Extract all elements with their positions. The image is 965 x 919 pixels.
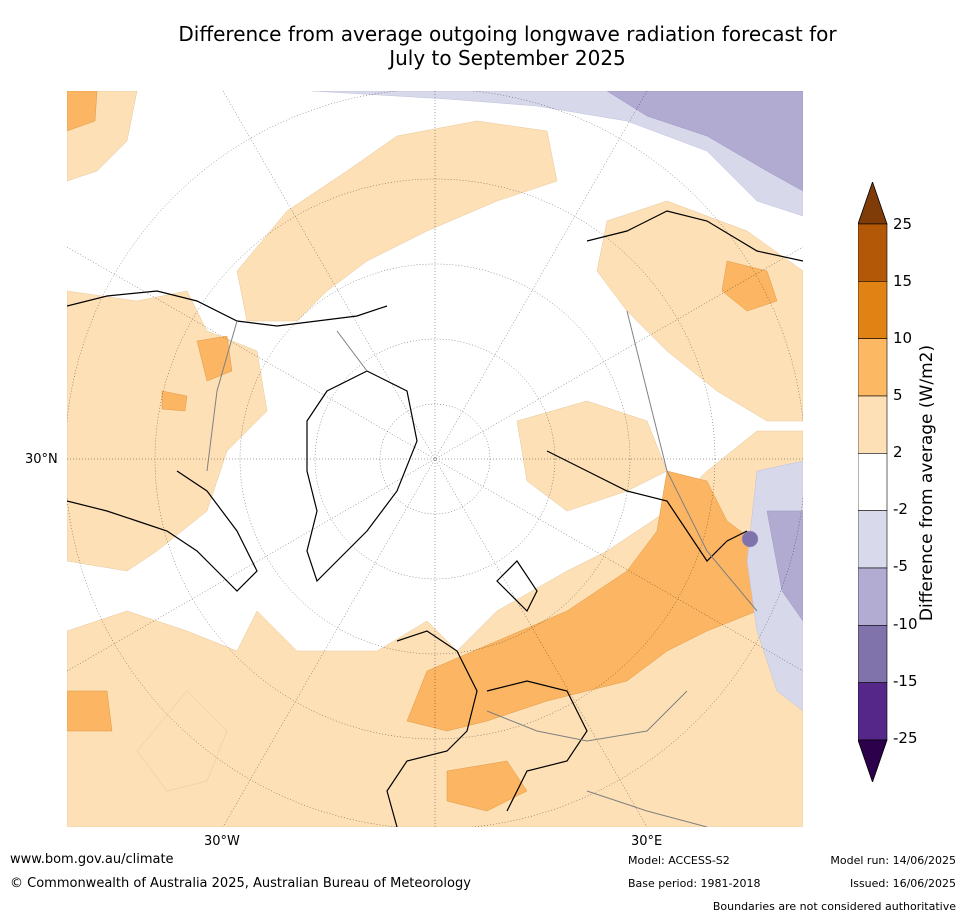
colorbar-segment bbox=[858, 567, 888, 626]
chart-title: Difference from average outgoing longwav… bbox=[0, 22, 965, 70]
colorbar-top-arrow bbox=[858, 182, 888, 225]
cbar-tick-25: 25 bbox=[893, 215, 913, 233]
footer-base-period: Base period: 1981-2018 bbox=[628, 877, 761, 890]
colorbar-bottom-arrow bbox=[858, 739, 888, 782]
cbar-tick-15: 15 bbox=[893, 272, 913, 290]
footer-disclaimer: Boundaries are not considered authoritat… bbox=[712, 900, 956, 913]
colorbar-segments bbox=[858, 223, 888, 741]
colorbar-segment bbox=[858, 395, 888, 454]
colorbar-segment bbox=[858, 281, 888, 339]
polar-map bbox=[67, 91, 803, 827]
colorbar-segment bbox=[858, 625, 888, 683]
cbar-tick-neg2: -2 bbox=[893, 500, 908, 518]
cbar-tick-2: 2 bbox=[893, 443, 903, 461]
colorbar-segment bbox=[858, 510, 888, 569]
cbar-tick-neg5: -5 bbox=[893, 557, 908, 575]
title-line-2: July to September 2025 bbox=[389, 46, 626, 70]
colorbar bbox=[858, 182, 888, 782]
colorbar-segment bbox=[858, 682, 888, 741]
anomaly-neg-5-10-regions bbox=[606, 91, 803, 622]
colorbar-label: Difference from average (W/m2) bbox=[917, 344, 937, 622]
cbar-tick-neg10: -10 bbox=[893, 615, 918, 633]
cbar-tick-neg25: -25 bbox=[893, 729, 918, 747]
footer-copyright: © Commonwealth of Australia 2025, Austra… bbox=[10, 876, 471, 891]
footer-model: Model: ACCESS-S2 bbox=[628, 854, 730, 867]
colorbar-segment bbox=[858, 223, 888, 282]
lon-label-30w: 30°W bbox=[204, 834, 240, 849]
lon-label-30e: 30°E bbox=[631, 834, 663, 849]
footer-url: www.bom.gov.au/climate bbox=[10, 852, 174, 867]
lat-label-30n: 30°N bbox=[25, 452, 58, 467]
anomaly-5-10-regions bbox=[67, 91, 778, 812]
title-line-1: Difference from average outgoing longwav… bbox=[178, 22, 837, 46]
cbar-tick-10: 10 bbox=[893, 329, 913, 347]
graticule bbox=[67, 91, 803, 827]
colorbar-segment bbox=[858, 453, 888, 511]
map-canvas bbox=[67, 91, 803, 827]
footer-model-run: Model run: 14/06/2025 bbox=[830, 854, 956, 867]
cbar-tick-neg15: -15 bbox=[893, 672, 918, 690]
colorbar-segment bbox=[858, 338, 888, 397]
cbar-tick-5: 5 bbox=[893, 386, 903, 404]
footer-issued: Issued: 16/06/2025 bbox=[849, 877, 956, 890]
borders bbox=[206, 310, 758, 827]
